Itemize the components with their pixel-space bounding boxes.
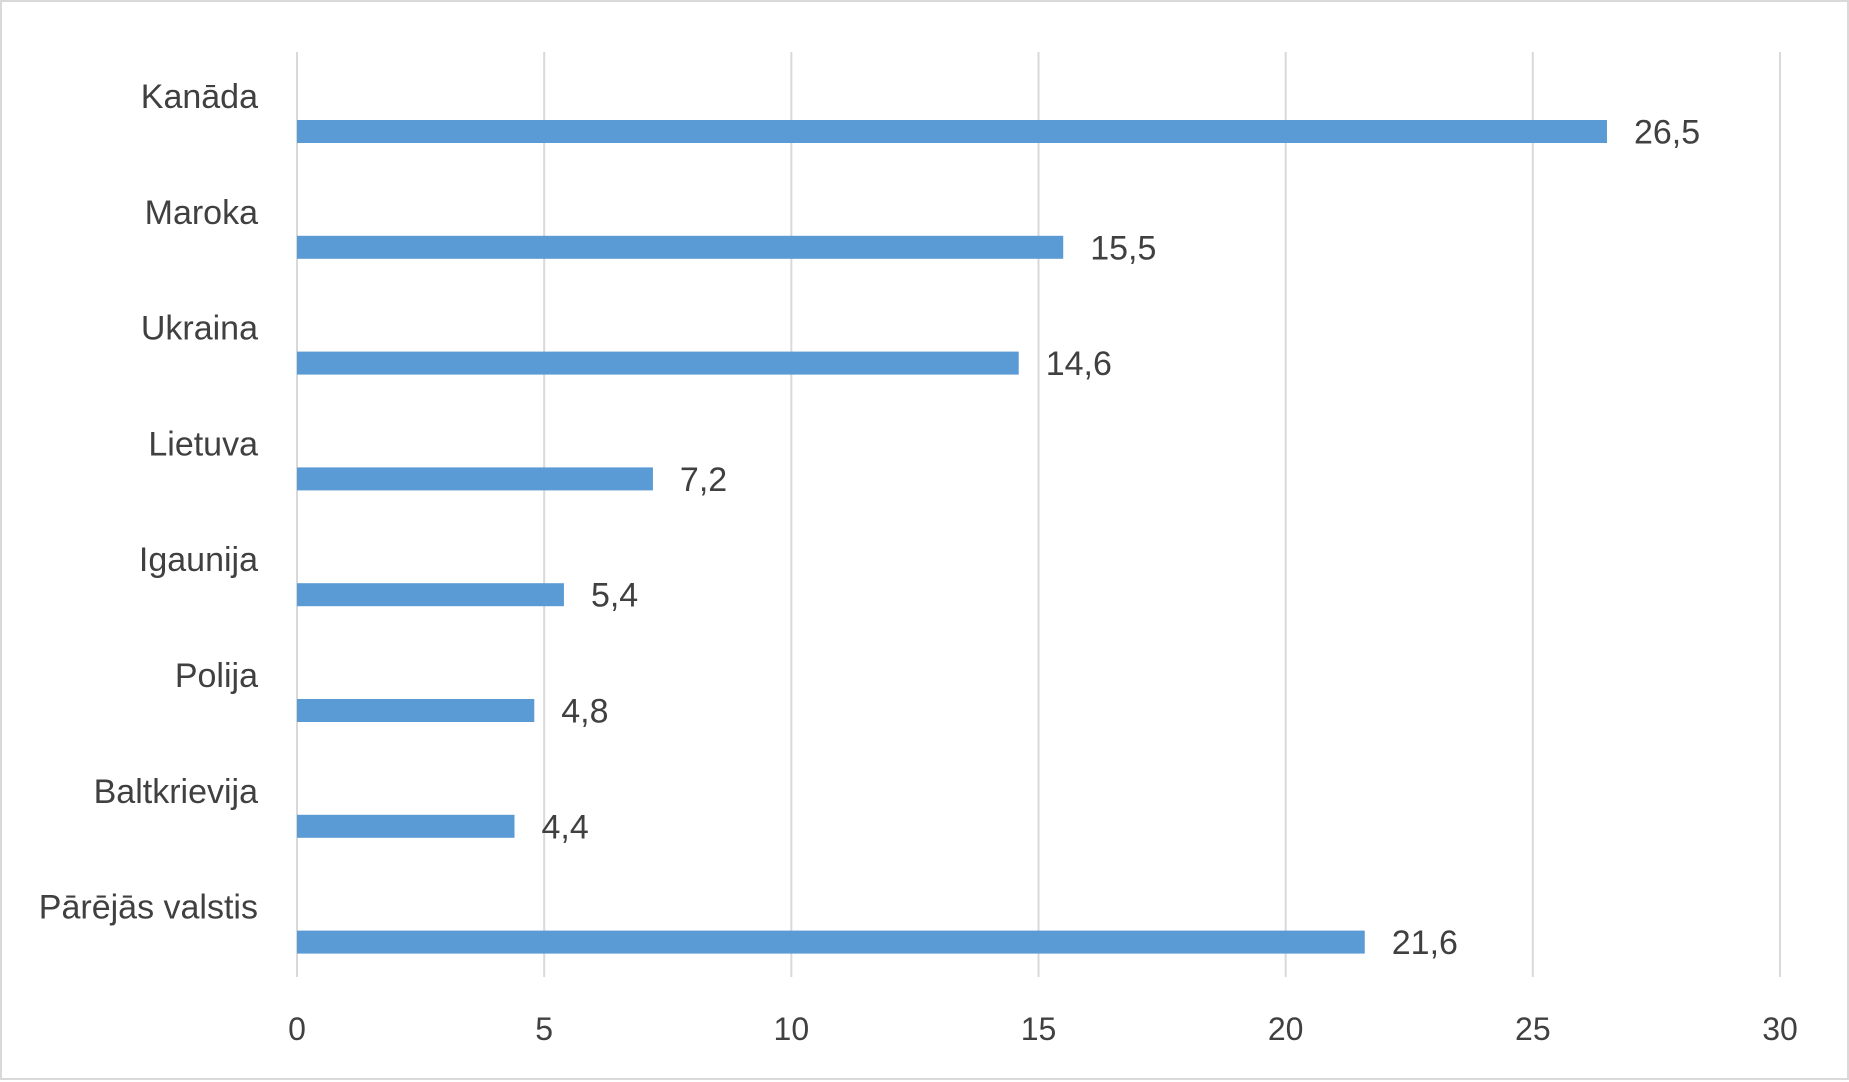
x-tick-label: 15 <box>1021 1011 1057 1047</box>
data-label: 4,8 <box>561 693 608 731</box>
category-label: Kanāda <box>141 78 258 116</box>
bar <box>297 235 1064 259</box>
bar <box>297 467 653 491</box>
category-label: Igaunija <box>139 541 258 579</box>
bar <box>297 814 515 838</box>
bar <box>297 583 564 607</box>
bar <box>297 351 1019 375</box>
x-tick-label: 5 <box>535 1011 553 1047</box>
grid-layer <box>296 52 1781 977</box>
category-label: Ukraina <box>141 310 258 348</box>
bar <box>297 699 535 722</box>
data-label: 21,6 <box>1392 924 1458 962</box>
x-tick-label: 10 <box>774 1011 810 1047</box>
data-label: 5,4 <box>591 577 638 615</box>
label-layer: 0 5 10 15 20 25 30 Kanāda 26,5 Maroka 15,5 Ukraina 1… <box>39 78 1798 1047</box>
bar-layer <box>297 120 1607 954</box>
bar <box>297 120 1607 143</box>
data-label: 7,2 <box>680 461 727 499</box>
data-label: 26,5 <box>1634 114 1700 152</box>
category-label: Polija <box>175 657 258 695</box>
x-tick-label: 30 <box>1762 1011 1798 1047</box>
data-label: 4,4 <box>542 808 589 846</box>
x-tick-label: 0 <box>288 1011 306 1047</box>
category-label: Lietuva <box>148 425 258 463</box>
data-label: 14,6 <box>1046 345 1112 383</box>
x-tick-label: 25 <box>1515 1011 1551 1047</box>
category-label: Maroka <box>145 194 258 232</box>
data-label: 15,5 <box>1090 229 1156 267</box>
category-label: Baltkrievija <box>94 773 258 811</box>
category-label: Pārējās valstis <box>39 889 258 927</box>
x-tick-label: 20 <box>1268 1011 1304 1047</box>
bar <box>297 930 1365 954</box>
